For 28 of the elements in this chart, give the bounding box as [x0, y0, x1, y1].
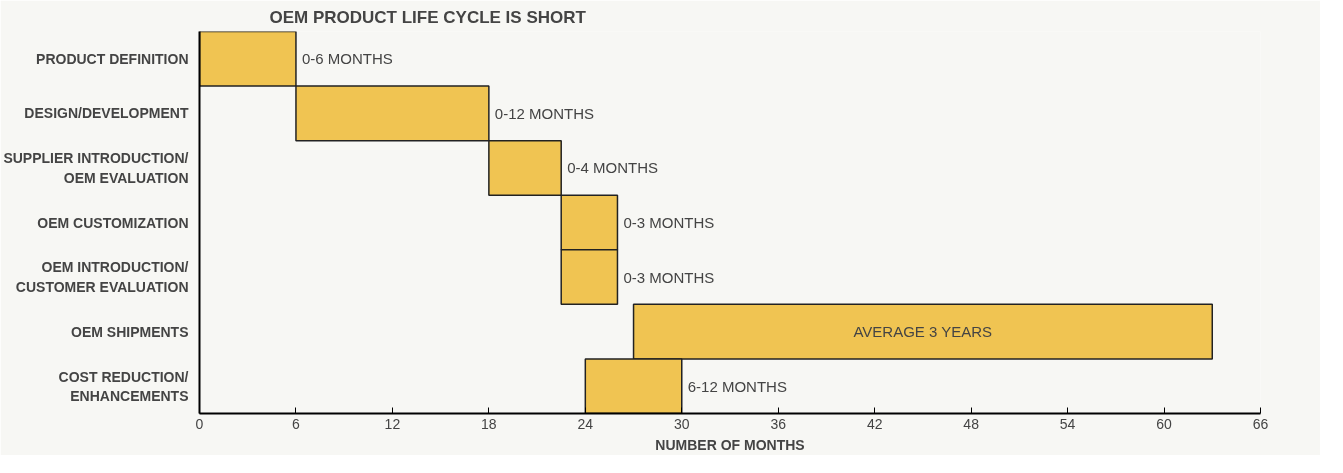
- data-label: 0-3 MONTHS: [623, 268, 715, 286]
- data-label: 6-12 MONTHS: [687, 377, 787, 395]
- chart-title: OEM PRODUCT LIFE CYCLE IS SHORT: [269, 7, 587, 27]
- x-tick-label: 18: [481, 415, 497, 432]
- y-tick-label: DESIGN/DEVELOPMENT: [24, 105, 189, 122]
- x-tick-label: 60: [1156, 415, 1173, 432]
- y-tick-label: OEM SHIPMENTS: [71, 323, 189, 340]
- data-label: 0-4 MONTHS: [567, 159, 659, 177]
- x-tick-label: 24: [577, 415, 594, 432]
- data-label: 0-12 MONTHS: [494, 104, 595, 122]
- x-tick-label: 6: [292, 415, 301, 432]
- y-tick-label: OEM INTRODUCTION/ CUSTOMER EVALUATION: [15, 259, 189, 295]
- x-axis-title: NUMBER OF MONTHS: [655, 436, 805, 453]
- y-tick-label: COST REDUCTION/ ENHANCEMENTS: [58, 368, 189, 404]
- data-label: 0-3 MONTHS: [623, 214, 715, 231]
- x-tick-label: 0: [195, 415, 204, 432]
- x-tick-label: 54: [1059, 415, 1076, 432]
- x-tick-label: 12: [384, 415, 401, 432]
- data-label: 0-6 MONTHS: [301, 50, 393, 68]
- x-tick-label: 30: [673, 415, 690, 432]
- x-tick-label: 48: [963, 415, 980, 432]
- x-tick-label: 42: [866, 415, 883, 432]
- y-tick-label: PRODUCT DEFINITION: [36, 50, 189, 67]
- x-tick-label: 36: [770, 415, 787, 432]
- x-tick-label: 66: [1252, 415, 1269, 432]
- data-label: AVERAGE 3 YEARS: [853, 323, 993, 341]
- y-tick-label: SUPPLIER INTRODUCTION/ OEM EVALUATION: [3, 150, 189, 186]
- y-tick-label: OEM CUSTOMIZATION: [37, 214, 189, 231]
